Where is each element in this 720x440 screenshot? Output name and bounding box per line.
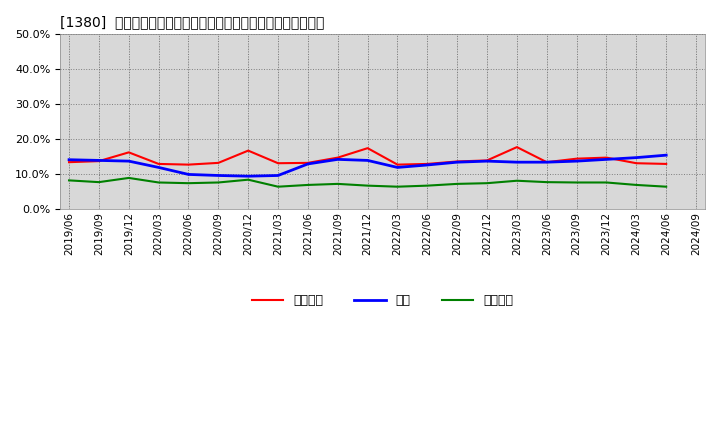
買入債務 (453, 181, 462, 187)
在庫 (244, 173, 253, 179)
在庫 (214, 173, 222, 178)
売上債権 (154, 161, 163, 167)
買入債務 (214, 180, 222, 185)
売上債権 (65, 160, 73, 165)
買入債務 (572, 180, 581, 185)
在庫 (542, 160, 551, 165)
買入債務 (513, 178, 521, 183)
売上債権 (94, 158, 103, 164)
在庫 (125, 158, 133, 164)
売上債権 (333, 155, 342, 160)
在庫 (154, 165, 163, 170)
買入債務 (662, 184, 670, 189)
在庫 (304, 161, 312, 167)
売上債権 (184, 162, 193, 167)
買入債務 (632, 182, 641, 187)
売上債権 (214, 160, 222, 165)
買入債務 (393, 184, 402, 189)
在庫 (482, 158, 491, 164)
在庫 (453, 160, 462, 165)
売上債権 (632, 161, 641, 166)
在庫 (94, 158, 103, 163)
買入債務 (125, 175, 133, 180)
在庫 (184, 172, 193, 177)
買入債務 (542, 180, 551, 185)
買入債務 (184, 180, 193, 186)
在庫 (513, 160, 521, 165)
買入債務 (602, 180, 611, 185)
在庫 (572, 158, 581, 164)
在庫 (662, 153, 670, 158)
売上債権 (423, 161, 432, 167)
Line: 売上債権: 売上債権 (69, 147, 666, 165)
Text: [1380]  売上債権、在庫、買入債務の総資産に対する比率の推移: [1380] 売上債権、在庫、買入債務の総資産に対する比率の推移 (60, 15, 325, 29)
在庫 (333, 157, 342, 162)
買入債務 (244, 177, 253, 182)
在庫 (364, 158, 372, 163)
在庫 (274, 173, 282, 178)
売上債権 (364, 146, 372, 151)
在庫 (393, 165, 402, 170)
売上債権 (513, 144, 521, 150)
在庫 (632, 155, 641, 160)
売上債権 (662, 161, 670, 167)
買入債務 (482, 180, 491, 186)
売上債権 (572, 156, 581, 161)
在庫 (423, 162, 432, 168)
Line: 在庫: 在庫 (69, 155, 666, 176)
売上債権 (125, 150, 133, 155)
Line: 買入債務: 買入債務 (69, 178, 666, 187)
売上債権 (602, 155, 611, 160)
在庫 (602, 157, 611, 162)
買入債務 (333, 181, 342, 187)
買入債務 (274, 184, 282, 189)
買入債務 (65, 178, 73, 183)
在庫 (65, 157, 73, 162)
売上債権 (482, 158, 491, 163)
買入債務 (94, 180, 103, 185)
買入債務 (154, 180, 163, 185)
買入債務 (304, 182, 312, 187)
Legend: 売上債権, 在庫, 買入債務: 売上債権, 在庫, 買入債務 (247, 289, 518, 312)
売上債権 (304, 160, 312, 165)
買入債務 (364, 183, 372, 188)
売上債権 (393, 162, 402, 167)
売上債権 (274, 161, 282, 166)
買入債務 (423, 183, 432, 188)
売上債権 (244, 148, 253, 153)
売上債権 (542, 160, 551, 165)
売上債権 (453, 159, 462, 164)
